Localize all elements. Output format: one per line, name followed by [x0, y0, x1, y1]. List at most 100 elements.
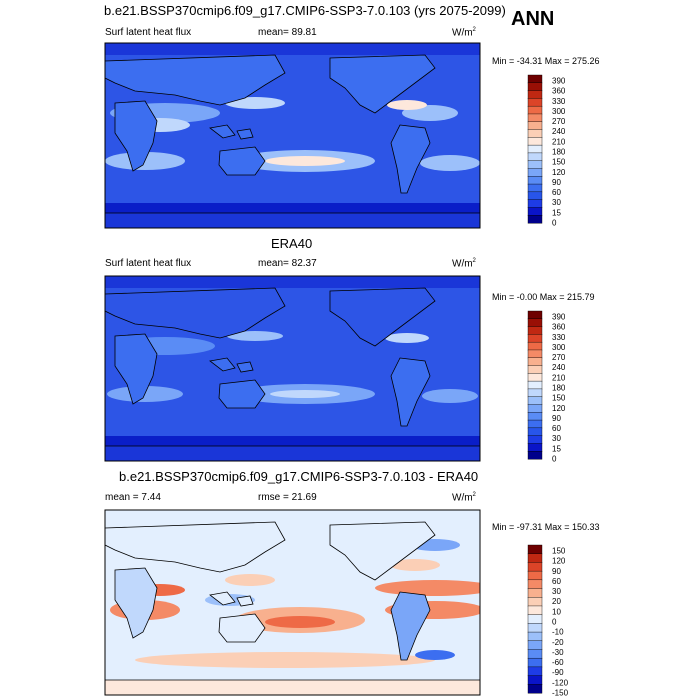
colorbar-tick-label: 270	[552, 353, 566, 362]
colorbar-tick-label: 240	[552, 127, 566, 136]
colorbar-swatch	[527, 191, 543, 201]
maritime-continent	[209, 357, 254, 373]
colorbar-tick-label: 60	[552, 424, 561, 433]
flux-max-gulfstream	[387, 100, 427, 110]
colorbar-swatch	[527, 121, 543, 131]
flux-max-south-indian-core	[270, 390, 340, 398]
panel-model-minmax: Min = -34.31 Max = 275.26	[492, 56, 600, 66]
continent-australia	[218, 379, 266, 409]
anomaly-pos-gulfstream	[390, 559, 440, 571]
panel-obs-units-exp: 2	[472, 258, 476, 264]
flux-max-kuroshio	[225, 97, 285, 109]
colorbar-tick-label: 0	[552, 219, 557, 228]
continent-australia	[218, 146, 266, 176]
colorbar-swatch	[527, 176, 543, 185]
colorbar-swatch	[527, 570, 543, 581]
colorbar-swatch	[527, 419, 543, 429]
anomaly-pos-south-indian-core	[265, 616, 335, 628]
colorbar-tick-label: 15	[552, 208, 561, 217]
panel-obs-units-base: W/m	[452, 258, 473, 270]
colorbar-tick-label: 240	[552, 363, 566, 372]
colorbar-tick-label: 0	[552, 618, 557, 627]
panel-model-title: b.e21.BSSP370cmip6.f09_g17.CMIP6-SSP3-7.…	[104, 3, 506, 18]
flux-max-south-indian-core	[265, 156, 345, 166]
panel-diff-left-label: mean = 7.44	[105, 492, 161, 503]
panel-model-left-label: Surf latent heat flux	[105, 27, 192, 38]
arctic-band	[105, 510, 480, 525]
continent-africa	[114, 567, 158, 639]
colorbar-swatch	[527, 588, 543, 598]
panel-diff-units-exp: 2	[472, 492, 476, 498]
continent-eurasia	[105, 54, 286, 106]
continent-africa	[114, 333, 158, 405]
colorbar-swatch	[527, 168, 543, 177]
colorbar-tick-label: 150	[552, 394, 566, 403]
flux-max-kuroshio	[227, 331, 283, 341]
panel-model-units-base: W/m	[452, 27, 473, 39]
panel-diff-map	[104, 509, 481, 696]
panel-model-map	[104, 42, 481, 229]
colorbar-swatch	[527, 129, 543, 138]
colorbar-swatch	[527, 105, 543, 115]
panel-diff-center-label: rmse = 21.69	[258, 492, 317, 503]
map-frame	[104, 509, 481, 696]
colorbar-tick-label: 330	[552, 97, 566, 106]
polar-band-north	[105, 43, 480, 55]
colorbar-tick-label: -20	[552, 638, 564, 647]
colorbar-swatch	[527, 90, 543, 99]
colorbar-tick-label: 10	[552, 607, 561, 616]
polar-band-north	[105, 276, 480, 288]
maritime-continent	[209, 124, 254, 140]
flux-max-south-atlantic	[422, 389, 478, 403]
colorbar-swatch	[527, 640, 543, 650]
colorbar-tick-label: 30	[552, 587, 561, 596]
colorbar-swatch	[527, 334, 543, 343]
flux-max-gulfstream	[385, 333, 429, 343]
maritime-continent	[209, 591, 254, 607]
colorbar-swatch	[527, 684, 543, 694]
colorbar-tick-label: -30	[552, 648, 564, 657]
anomaly-neg-south-atlantic	[415, 650, 455, 660]
colorbar-tick-label: -150	[552, 689, 569, 698]
colorbar-tick-label: 150	[552, 158, 566, 167]
colorbar-swatch	[527, 113, 543, 123]
colorbar-swatch	[527, 623, 543, 633]
continent-south-america	[390, 591, 431, 661]
colorbar-tick-label: 270	[552, 117, 566, 126]
panel-diff-units: W/m2	[452, 492, 476, 503]
flux-max-south-atlantic	[420, 155, 480, 171]
panel-obs-left-label: Surf latent heat flux	[105, 258, 192, 269]
colorbar-swatch	[527, 579, 543, 590]
colorbar-tick-label: 300	[552, 107, 566, 116]
colorbar-swatch	[527, 215, 543, 224]
colorbar-tick-label: 90	[552, 414, 561, 423]
continent-south-america	[390, 357, 431, 427]
colorbar-swatch	[527, 597, 543, 607]
colorbar-swatch	[527, 318, 543, 328]
colorbar-swatch	[527, 373, 543, 382]
colorbar-swatch	[527, 207, 543, 216]
colorbar-swatch	[527, 451, 543, 460]
colorbar-tick-label: 390	[552, 313, 566, 322]
continent-australia	[218, 613, 266, 643]
panel-obs-map	[104, 275, 481, 462]
anomaly-pos-kuroshio	[225, 574, 275, 586]
colorbar-tick-label: 20	[552, 597, 561, 606]
continent-north-america	[329, 521, 436, 581]
colorbar-swatch	[527, 562, 543, 572]
colorbar-swatch	[527, 357, 543, 367]
colorbar-tick-label: 30	[552, 198, 561, 207]
colorbar-swatch	[527, 553, 543, 563]
colorbar-swatch	[527, 614, 543, 624]
colorbar-swatch	[527, 144, 543, 154]
colorbar-swatch	[527, 666, 543, 677]
colorbar-tick-label: 330	[552, 333, 566, 342]
continent-eurasia	[105, 287, 286, 339]
colorbar-tick-label: -90	[552, 668, 564, 677]
colorbar-swatch	[527, 443, 543, 452]
colorbar-swatch	[527, 137, 543, 146]
colorbar-tick-label: 0	[552, 455, 557, 464]
panel-diff-units-base: W/m	[452, 492, 473, 504]
